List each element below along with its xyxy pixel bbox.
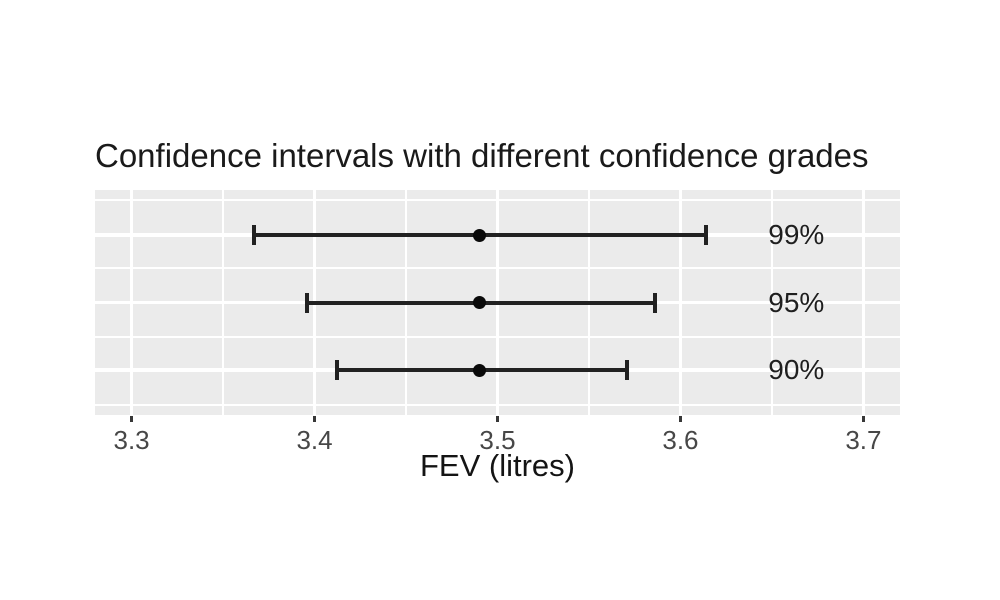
ci-grade-label: 90% bbox=[768, 354, 825, 385]
x-tick-mark bbox=[313, 416, 317, 422]
x-tick-label: 3.7 bbox=[845, 425, 882, 455]
x-tick-mark bbox=[678, 416, 682, 422]
y-gridline-minor bbox=[95, 267, 900, 270]
x-axis: 3.3 3.4 3.5 3.6 3.7 bbox=[95, 415, 900, 475]
ci-grade-label: 95% bbox=[768, 286, 825, 318]
x-tick-label: 3.6 bbox=[662, 425, 699, 455]
x-tick-label: 3.3 bbox=[113, 425, 150, 455]
ci-errorbar-cap-lower bbox=[305, 292, 310, 313]
ci-errorbar-cap-upper bbox=[652, 292, 657, 313]
ci-errorbar-cap-lower bbox=[334, 360, 339, 380]
ci-grade-label: 99% bbox=[768, 219, 825, 250]
mean-point bbox=[472, 296, 486, 309]
ci-errorbar-cap-lower bbox=[252, 225, 257, 245]
x-tick-mark bbox=[496, 416, 499, 422]
y-gridline-minor bbox=[95, 199, 900, 202]
x-tick-mark bbox=[861, 416, 865, 422]
mean-point bbox=[472, 228, 486, 242]
chart-title: Confidence intervals with different conf… bbox=[95, 137, 869, 174]
x-tick-mark bbox=[130, 416, 134, 422]
x-tick-label: 3.4 bbox=[296, 425, 333, 455]
x-tick-label: 3.5 bbox=[479, 425, 516, 455]
y-gridline-minor bbox=[95, 335, 900, 338]
x-axis-title: FEV (litres) bbox=[420, 448, 575, 483]
plot-panel: 99% 95% 90% bbox=[95, 190, 900, 415]
y-gridline-minor bbox=[95, 403, 900, 406]
ci-errorbar-cap-upper bbox=[625, 360, 630, 380]
ci-errorbar-cap-upper bbox=[704, 225, 709, 245]
mean-point bbox=[472, 363, 486, 377]
